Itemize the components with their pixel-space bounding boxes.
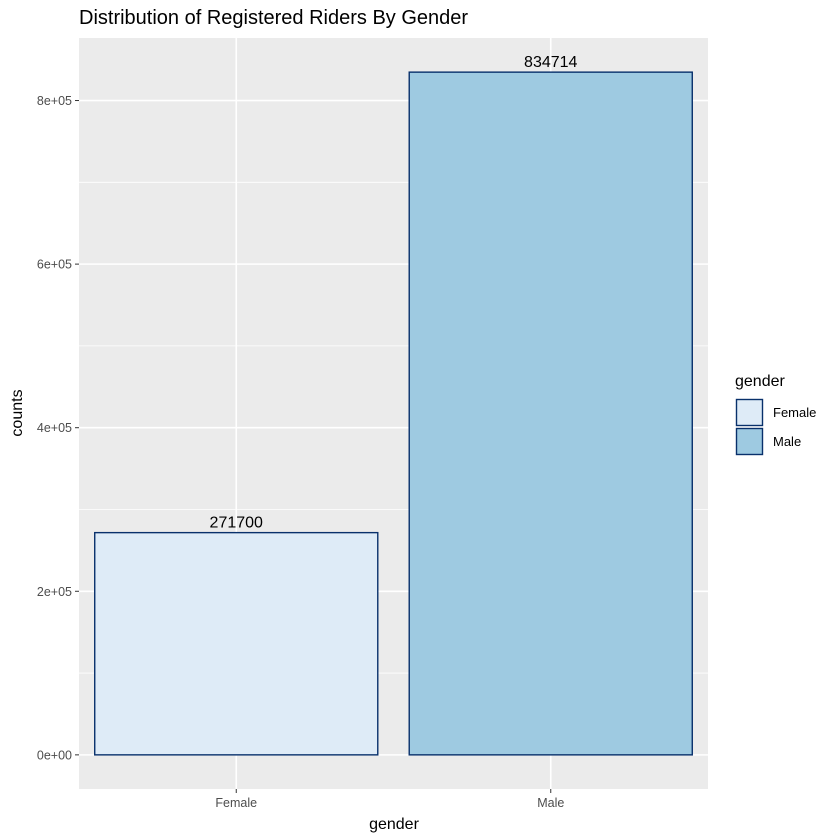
data-label-female: 271700 <box>210 515 263 532</box>
y-tick-label: 0e+00 <box>37 748 72 762</box>
y-tick-label: 8e+05 <box>37 94 72 108</box>
x-tick-label: Male <box>537 796 564 810</box>
y-tick-label: 2e+05 <box>37 585 72 599</box>
y-tick-label: 6e+05 <box>37 258 72 272</box>
data-label-male: 834714 <box>524 54 577 71</box>
bar-female <box>94 531 379 756</box>
x-tick-label: Female <box>215 796 257 810</box>
y-axis: 0e+00 2e+05 4e+05 6e+05 8e+05 <box>37 94 79 762</box>
bar-male <box>408 71 693 756</box>
chart-title: Distribution of Registered Riders By Gen… <box>79 7 468 29</box>
legend-label-female: Female <box>773 405 816 420</box>
legend-title: gender <box>735 373 785 390</box>
y-axis-title: counts <box>9 389 26 436</box>
x-axis-title: gender <box>369 816 419 833</box>
legend-label-male: Male <box>773 434 801 449</box>
y-tick-label: 4e+05 <box>37 421 72 435</box>
data-labels: 271700 834714 <box>210 54 578 531</box>
bars <box>94 71 693 756</box>
legend-key-male <box>735 427 764 456</box>
x-axis: Female Male <box>215 789 564 810</box>
legend: gender Female Male <box>735 373 816 456</box>
legend-key-female <box>735 398 764 427</box>
